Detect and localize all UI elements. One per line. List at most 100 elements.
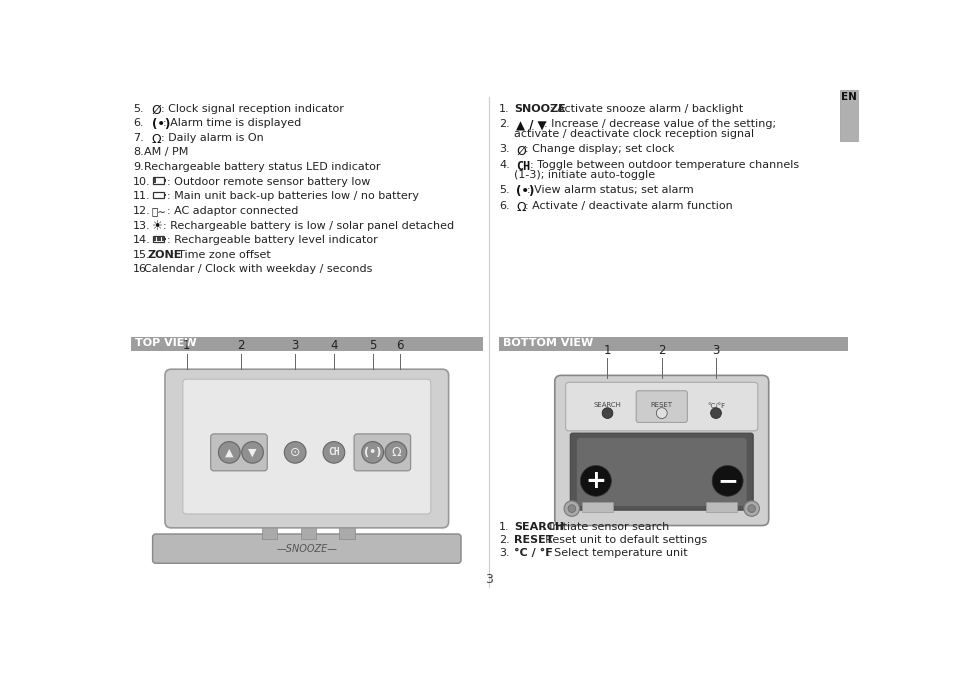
Bar [131,337,483,351]
FancyBboxPatch shape [581,502,612,512]
Text: Calendar / Clock with weekday / seconds: Calendar / Clock with weekday / seconds [144,265,372,274]
Text: ⮕∼: ⮕∼ [152,206,167,216]
Circle shape [747,505,755,512]
Bar [164,179,166,181]
Text: 2.: 2. [498,119,509,129]
Text: 16.: 16. [133,265,151,274]
Circle shape [567,505,575,512]
Circle shape [218,441,240,463]
Text: (•): (•) [152,118,170,131]
Text: ☀: ☀ [152,221,163,234]
FancyBboxPatch shape [339,527,355,540]
Text: : Activate snooze alarm / backlight: : Activate snooze alarm / backlight [550,104,742,114]
Text: Rechargeable battery status LED indicator: Rechargeable battery status LED indicato… [144,162,380,172]
Text: ▲ / ▼: ▲ / ▼ [516,119,546,132]
Text: 5.: 5. [498,185,509,195]
Text: Ω: Ω [391,446,400,459]
FancyBboxPatch shape [570,433,753,510]
FancyBboxPatch shape [576,438,746,506]
Text: : Reset unit to default settings: : Reset unit to default settings [537,535,706,545]
Text: SNOOZE: SNOOZE [514,104,566,114]
Text: ▲: ▲ [225,447,233,458]
Text: : Alarm time is displayed: : Alarm time is displayed [162,118,300,128]
Text: 9.: 9. [133,162,144,172]
Text: : View alarm status; set alarm: : View alarm status; set alarm [526,185,693,195]
Text: ZONE: ZONE [148,250,182,260]
Text: ▼: ▼ [248,447,256,458]
Circle shape [656,408,666,418]
Text: °C/°F: °C/°F [706,402,724,409]
Text: : Outdoor remote sensor battery low: : Outdoor remote sensor battery low [167,177,371,187]
Text: 1.: 1. [498,522,509,531]
Text: : Increase / decrease value of the setting;: : Increase / decrease value of the setti… [543,119,775,129]
Text: —SNOOZE—: —SNOOZE— [276,544,337,554]
Text: Ø: Ø [152,104,161,116]
Text: 11.: 11. [133,192,151,201]
FancyBboxPatch shape [705,502,736,512]
Text: +: + [585,469,606,493]
Bar [154,237,156,242]
Text: 3: 3 [712,344,719,357]
Text: 2.: 2. [498,535,509,545]
Text: SEARCH: SEARCH [593,402,620,408]
Text: CH: CH [328,447,339,458]
Text: 3: 3 [484,573,493,586]
Text: Ω: Ω [152,133,161,146]
Text: : Select temperature unit: : Select temperature unit [546,548,687,558]
FancyBboxPatch shape [840,91,858,141]
Text: : Daily alarm is On: : Daily alarm is On [161,133,264,143]
FancyBboxPatch shape [165,369,448,528]
Bar [161,237,163,242]
Text: 3: 3 [292,339,298,352]
Text: : Time zone offset: : Time zone offset [171,250,271,260]
Text: 4: 4 [330,339,337,352]
Text: 6.: 6. [133,118,144,128]
Text: 1: 1 [183,339,191,352]
Text: 2: 2 [237,339,244,352]
Text: 2: 2 [658,344,665,357]
Circle shape [710,408,720,418]
FancyBboxPatch shape [183,379,431,514]
Text: : Rechargeable battery is low / solar panel detached: : Rechargeable battery is low / solar pa… [162,221,454,231]
Text: 13.: 13. [133,221,151,231]
Bar [164,238,166,240]
Text: 1: 1 [603,344,611,357]
FancyBboxPatch shape [636,391,686,422]
Text: RESET: RESET [650,402,672,408]
Text: : Clock signal reception indicator: : Clock signal reception indicator [161,104,344,114]
Text: : Initiate sensor search: : Initiate sensor search [542,522,669,531]
Circle shape [241,441,263,463]
Text: SEARCH: SEARCH [514,522,564,531]
Text: 14.: 14. [133,235,151,245]
Text: 3.: 3. [498,144,509,154]
Text: : Activate / deactivate alarm function: : Activate / deactivate alarm function [525,200,732,211]
Ellipse shape [579,466,611,496]
Circle shape [563,501,579,517]
Text: 7.: 7. [133,133,144,143]
Text: TOP VIEW: TOP VIEW [134,338,196,349]
Text: CH: CH [516,160,530,173]
Text: (1-3); initiate auto-toggle: (1-3); initiate auto-toggle [514,170,655,180]
Text: 15.: 15. [133,250,151,260]
Text: 5.: 5. [133,104,144,114]
Text: 1.: 1. [498,104,509,114]
FancyBboxPatch shape [555,375,768,525]
Text: (•): (•) [364,447,381,458]
Text: RESET: RESET [514,535,554,545]
Text: : Main unit back-up batteries low / no battery: : Main unit back-up batteries low / no b… [167,192,419,201]
Text: : AC adaptor connected: : AC adaptor connected [167,206,298,216]
FancyBboxPatch shape [300,527,315,540]
Text: 6.: 6. [498,200,509,211]
Text: °C / °F: °C / °F [514,548,553,558]
Text: −: − [717,469,738,493]
Text: activate / deactivate clock reception signal: activate / deactivate clock reception si… [514,129,754,139]
Bar [159,237,161,242]
Bar [154,178,156,183]
Circle shape [284,441,306,463]
Text: : Rechargeable battery level indicator: : Rechargeable battery level indicator [167,235,377,245]
FancyBboxPatch shape [261,527,277,540]
Bar [164,194,166,196]
FancyBboxPatch shape [211,434,267,471]
Bar [156,237,158,242]
FancyBboxPatch shape [565,383,757,431]
